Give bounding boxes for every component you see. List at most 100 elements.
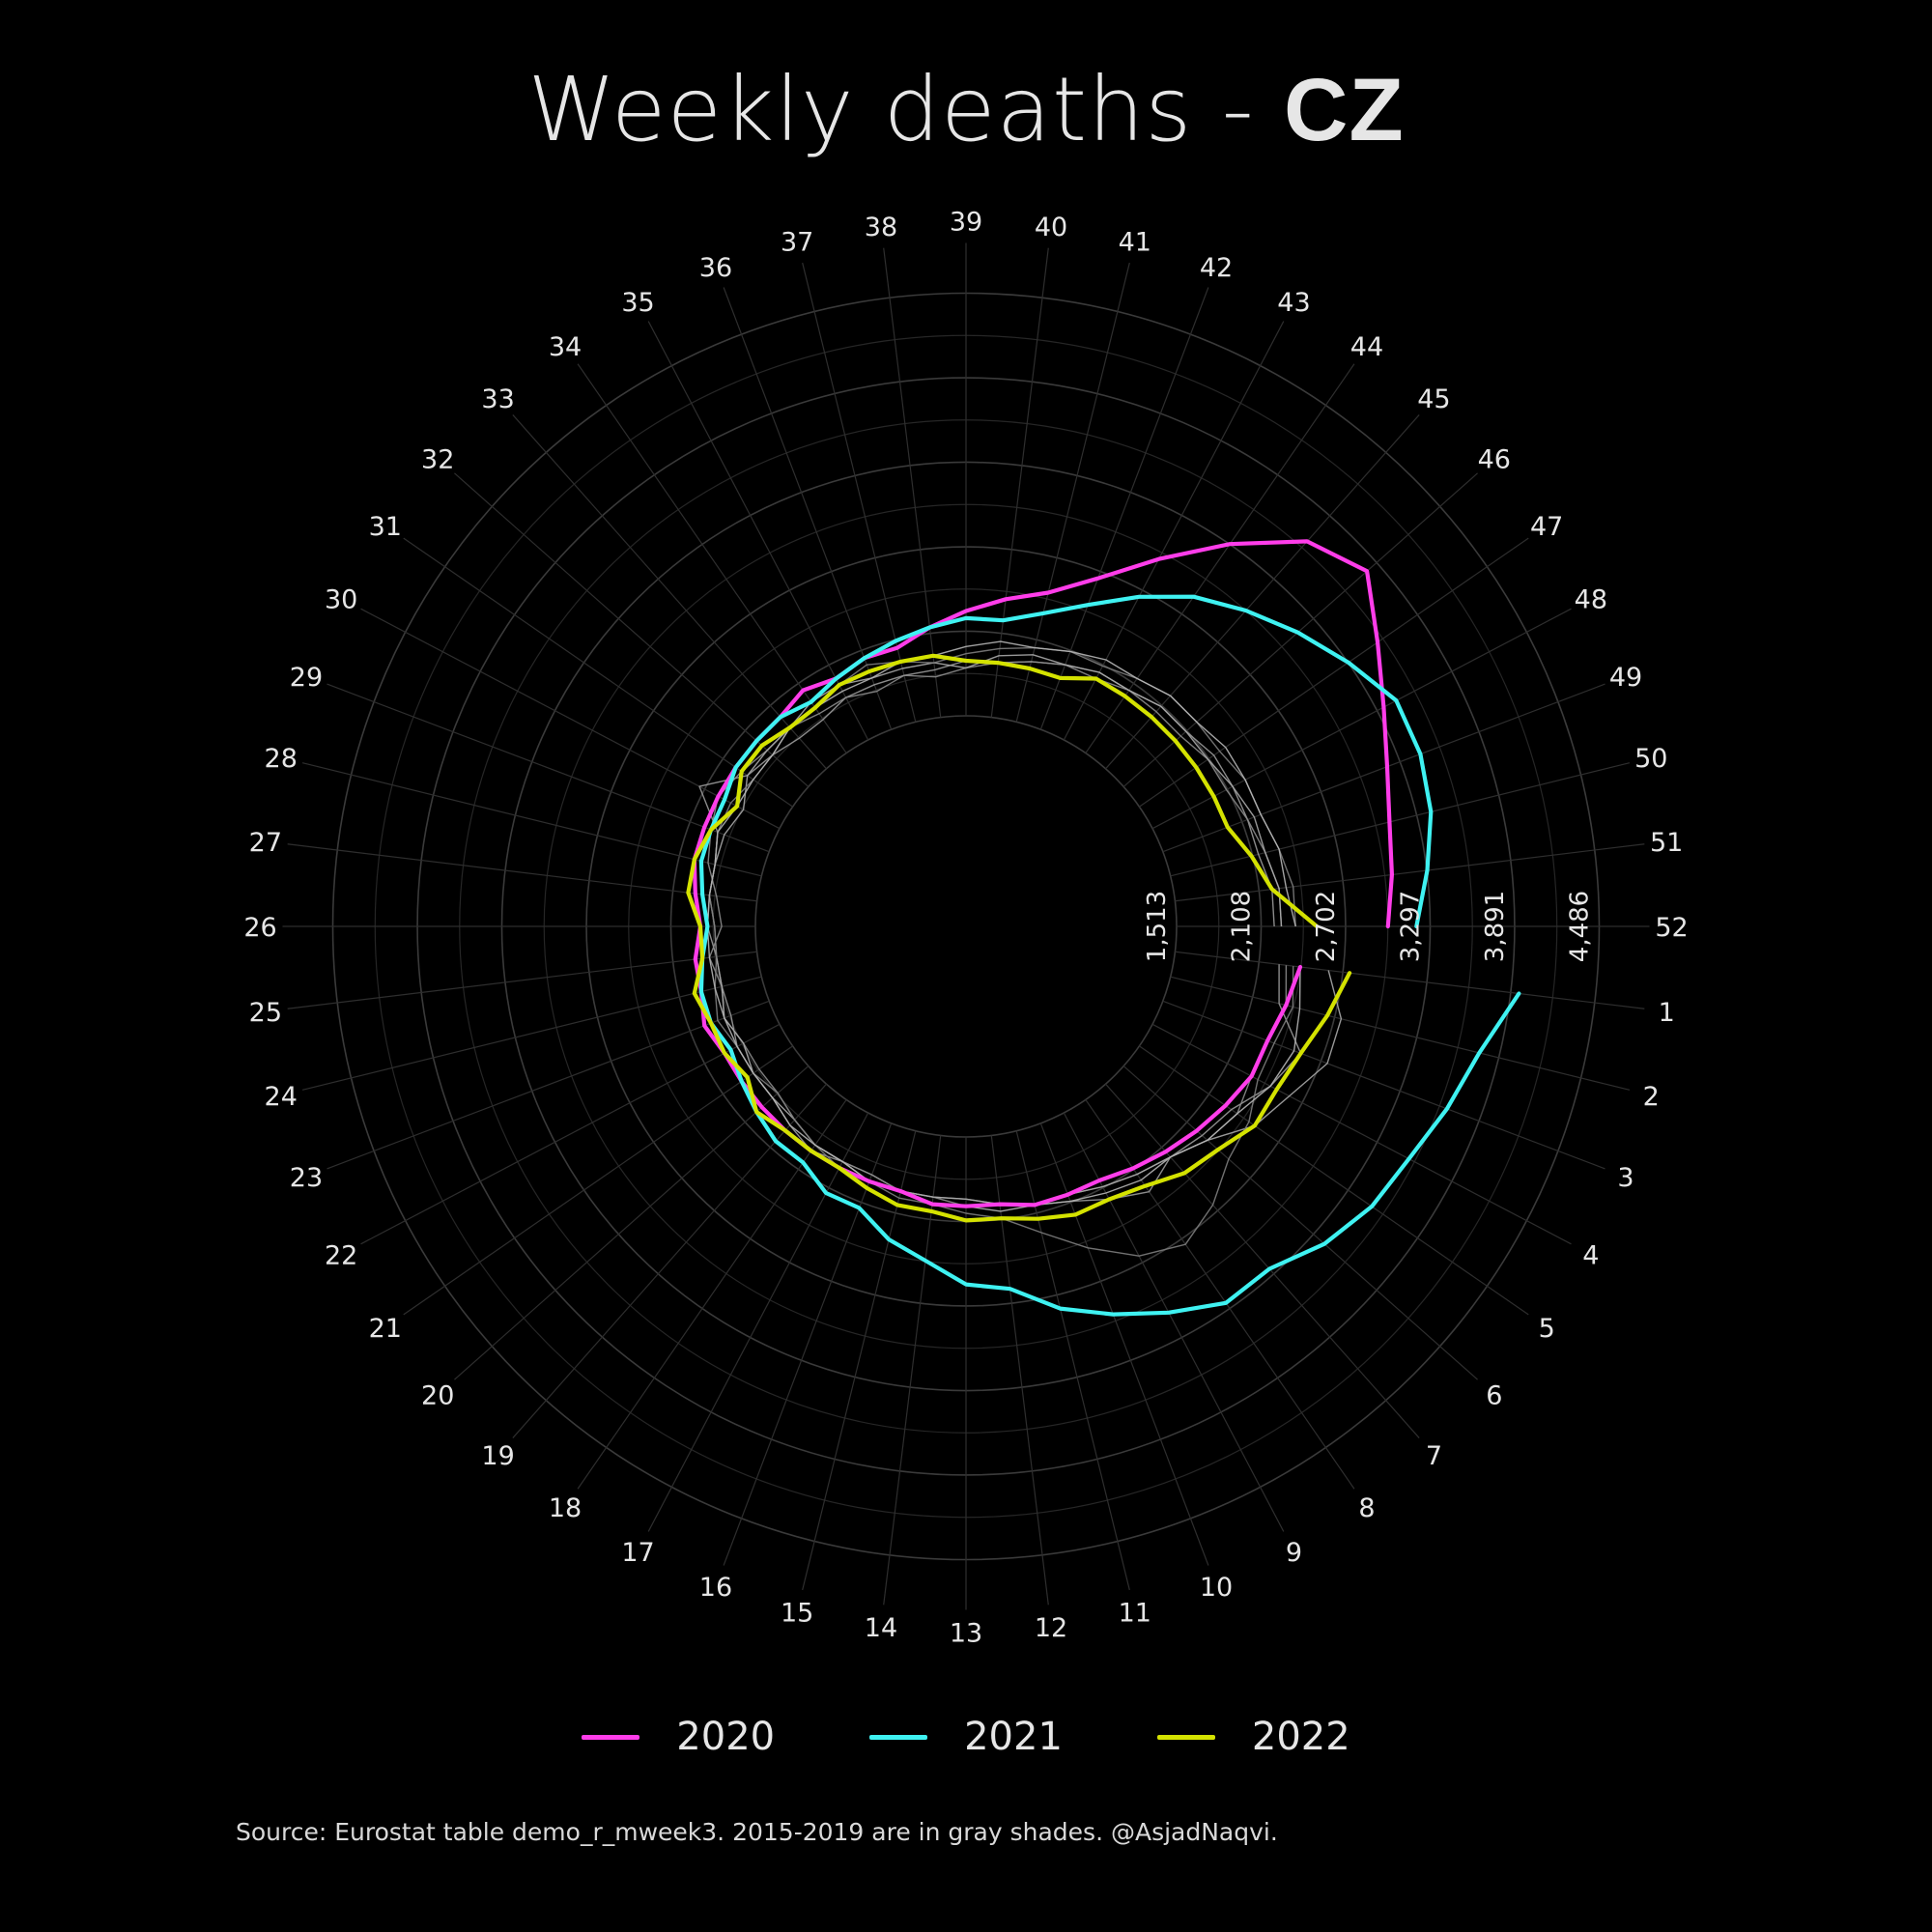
week-label: 12 [1035, 1613, 1067, 1643]
week-label: 34 [549, 332, 582, 362]
grid-circle-major [754, 715, 1178, 1138]
week-label: 41 [1119, 228, 1151, 258]
week-label: 23 [290, 1163, 323, 1193]
grid-spoke [802, 1130, 917, 1591]
week-label: 8 [1358, 1493, 1375, 1523]
radial-tick-label: 4,486 [1566, 891, 1595, 962]
grid-spoke [327, 683, 770, 853]
week-label: 38 [865, 213, 897, 242]
radial-tick-label: 2,108 [1228, 891, 1257, 962]
week-label: 4 [1582, 1240, 1599, 1270]
week-label: 37 [781, 228, 813, 258]
week-label: 45 [1417, 384, 1450, 414]
series-line-2020 [692, 539, 1394, 1208]
grid-spoke [1085, 1099, 1355, 1490]
historical-series-layer [698, 640, 1343, 1257]
chart-title-country: CZ [1284, 61, 1405, 159]
week-label: 10 [1200, 1573, 1233, 1603]
grid-spoke [723, 287, 893, 730]
grid-spoke [1105, 414, 1420, 770]
week-label: 6 [1486, 1380, 1502, 1410]
grid-spoke [1039, 1122, 1209, 1566]
chart-title-main: Weekly deaths - [527, 58, 1285, 161]
grid-spoke [990, 1135, 1049, 1605]
series-line-2019 [706, 640, 1301, 1212]
legend-label-2022: 2022 [1251, 1715, 1350, 1759]
week-label: 40 [1035, 213, 1067, 242]
radial-tick-label: 2,702 [1312, 891, 1341, 962]
grid-spoke [360, 608, 781, 830]
grid-spoke [577, 1099, 847, 1490]
week-label: 15 [781, 1598, 813, 1628]
week-label: 11 [1119, 1598, 1151, 1628]
week-label: 31 [369, 512, 402, 542]
week-label: 16 [699, 1573, 732, 1603]
grid-spoke [1162, 683, 1605, 853]
grid-spoke [1139, 537, 1529, 808]
grid-spoke [1151, 1023, 1572, 1245]
week-label: 5 [1539, 1314, 1555, 1344]
grid-spoke [1063, 1112, 1285, 1532]
week-label: 52 [1655, 913, 1688, 943]
legend-label-2021: 2021 [964, 1715, 1063, 1759]
grid-spoke [512, 1083, 827, 1438]
week-label: 20 [421, 1380, 454, 1410]
week-label: 21 [369, 1314, 402, 1344]
chart-title: Weekly deaths - CZ [0, 58, 1932, 161]
legend-label-2020: 2020 [676, 1715, 776, 1759]
week-label: 24 [265, 1082, 298, 1112]
week-label: 25 [249, 998, 282, 1028]
legend-item-2020: 2020 [582, 1715, 775, 1759]
week-label: 29 [290, 663, 323, 693]
week-label: 7 [1426, 1441, 1442, 1471]
grid-spoke [1063, 321, 1285, 741]
grid-spoke [1139, 1045, 1529, 1316]
grid-spoke [883, 247, 942, 718]
week-label: 51 [1650, 828, 1683, 858]
grid-spoke [1015, 262, 1130, 723]
grid-spoke [802, 262, 917, 723]
radial-tick-label: 1,513 [1143, 891, 1172, 962]
grid-spoke [454, 472, 810, 787]
week-label: 50 [1634, 744, 1667, 774]
week-label: 18 [549, 1493, 582, 1523]
week-label: 26 [243, 913, 276, 943]
week-label: 22 [325, 1240, 357, 1270]
week-label: 13 [950, 1619, 982, 1649]
grid-spoke [1015, 1130, 1130, 1591]
week-label: 48 [1575, 585, 1607, 615]
week-label: 28 [265, 744, 298, 774]
grid-spoke [647, 321, 869, 741]
week-label: 2 [1643, 1082, 1660, 1112]
radial-tick-label: 3,297 [1397, 891, 1426, 962]
week-label: 39 [950, 208, 982, 238]
week-label: 1 [1659, 998, 1675, 1028]
grid-spoke [1175, 951, 1645, 1009]
week-label: 33 [481, 384, 514, 414]
week-label: 19 [481, 1441, 514, 1471]
grid-spoke [1039, 287, 1209, 730]
grid-spoke [647, 1112, 869, 1532]
grid-spoke [287, 951, 757, 1009]
week-label: 9 [1286, 1538, 1302, 1568]
grid-spoke [990, 247, 1049, 718]
grid-spoke [301, 976, 762, 1091]
grid-spoke [1170, 976, 1631, 1091]
label-layer: 1234567891011121314151617181920212223242… [243, 208, 1688, 1649]
legend-swatch-2022 [1156, 1734, 1215, 1740]
grid-spoke [301, 762, 762, 877]
grid-spoke [723, 1122, 893, 1566]
legend-item-2021: 2021 [869, 1715, 1063, 1759]
grid-spoke [1162, 1000, 1605, 1170]
week-label: 14 [865, 1613, 897, 1643]
grid-spoke [327, 1000, 770, 1170]
week-label: 46 [1478, 445, 1511, 475]
week-label: 3 [1617, 1163, 1634, 1193]
week-label: 35 [621, 288, 654, 318]
grid-spoke [1151, 608, 1572, 830]
grid-spoke [287, 843, 757, 902]
week-label: 42 [1200, 253, 1233, 283]
grid-spoke [1170, 762, 1631, 877]
grid-spoke [360, 1023, 781, 1245]
week-label: 32 [421, 445, 454, 475]
